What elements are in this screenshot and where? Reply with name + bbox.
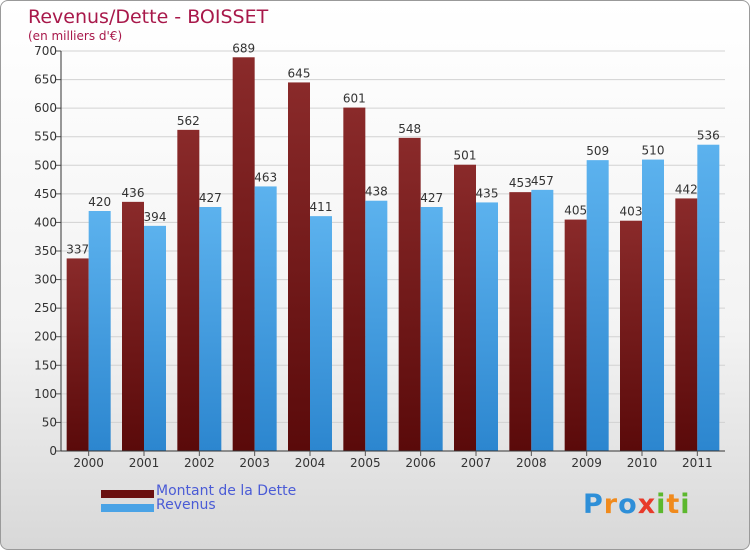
- axes: 0 50 100 150 200 250 300 350 400 450 500 550 600 650 7…: [34, 44, 725, 470]
- bar-revenue-2010: [642, 159, 664, 452]
- grid-lines: [61, 50, 725, 452]
- bar-debt-2007: [454, 164, 476, 451]
- x-tick-label: 2004: [295, 456, 326, 470]
- value-label-debt-2003: 689: [232, 41, 255, 55]
- bar-revenue-2009: [586, 160, 609, 451]
- y-tick-label: 0: [49, 444, 57, 458]
- y-tick-label: 150: [34, 358, 57, 372]
- value-label-revenue-2008: 457: [531, 174, 554, 188]
- value-label-debt-2010: 403: [620, 205, 643, 219]
- x-tick-label: 2001: [129, 456, 160, 470]
- value-label-debt-2007: 501: [454, 149, 477, 163]
- x-tick-label: 2005: [350, 456, 381, 470]
- value-label-revenue-2010: 510: [642, 144, 665, 158]
- value-label-revenue-2011: 536: [697, 129, 720, 143]
- bar-revenue-2011: [697, 144, 720, 451]
- bar-revenue-2002: [199, 207, 222, 451]
- bar-debt-2010: [620, 220, 642, 451]
- value-label-revenue-2005: 438: [365, 185, 388, 199]
- value-label-revenue-2003: 463: [254, 170, 277, 184]
- bar-revenue-2001: [144, 225, 166, 451]
- value-label-debt-2004: 645: [288, 66, 311, 80]
- y-tick-label: 700: [34, 44, 57, 58]
- bar-debt-2000: [66, 258, 89, 451]
- value-label-debt-2009: 405: [564, 204, 587, 218]
- legend-swatch-revenue: [101, 504, 154, 512]
- bar-debt-2008: [509, 192, 532, 451]
- bar-revenue-2008: [531, 189, 554, 451]
- logo-letter: i: [680, 489, 691, 520]
- x-tick-label: 2007: [461, 456, 492, 470]
- value-label-debt-2011: 442: [675, 182, 698, 196]
- bar-debt-2002: [177, 129, 200, 451]
- x-tick-label: 2002: [184, 456, 215, 470]
- value-label-revenue-2000: 420: [88, 195, 111, 209]
- y-tick-label: 500: [34, 158, 57, 172]
- bar-debt-2009: [564, 219, 587, 451]
- x-tick-label: 2009: [571, 456, 602, 470]
- value-label-debt-2005: 601: [343, 92, 366, 106]
- logo-letter: i: [656, 489, 667, 520]
- logo-letter: P: [583, 489, 604, 520]
- bar-revenue-2000: [88, 211, 111, 451]
- logo-letter: o: [618, 489, 638, 520]
- bar-debt-2001: [122, 201, 144, 451]
- y-tick-label: 100: [34, 387, 57, 401]
- bar-revenue-2005: [365, 200, 388, 451]
- logo-letter: r: [603, 489, 619, 520]
- bar-debt-2005: [343, 107, 366, 452]
- x-tick-label: 2000: [73, 456, 104, 470]
- value-label-debt-2008: 453: [509, 176, 532, 190]
- bar-revenue-2007: [476, 202, 498, 451]
- chart-title: Revenus/Dette - BOISSET: [28, 6, 269, 28]
- proxiti-logo: Proxiti: [583, 489, 691, 520]
- bar-revenue-2003: [254, 186, 277, 451]
- value-label-revenue-2006: 427: [420, 191, 443, 205]
- value-label-debt-2006: 548: [398, 122, 421, 136]
- x-tick-label: 2010: [627, 456, 658, 470]
- bars: [66, 57, 720, 452]
- x-tick-label: 2008: [516, 456, 547, 470]
- value-label-revenue-2004: 411: [310, 200, 333, 214]
- value-label-debt-2001: 436: [122, 186, 145, 200]
- bar-revenue-2004: [310, 216, 332, 451]
- legend-swatch-debt: [101, 490, 154, 498]
- y-tick-label: 600: [34, 101, 57, 115]
- y-tick-label: 350: [34, 244, 57, 258]
- y-tick-label: 50: [42, 415, 57, 429]
- logo-letter: x: [637, 489, 657, 520]
- y-tick-label: 250: [34, 301, 57, 315]
- value-labels: 337 420 436 394 562 427 689 463 645 411 601 438 548 4…: [66, 41, 720, 256]
- x-tick-label: 2003: [239, 456, 270, 470]
- legend-label-revenue: Revenus: [156, 497, 216, 513]
- value-label-debt-2002: 562: [177, 114, 200, 128]
- value-label-revenue-2001: 394: [144, 210, 167, 224]
- bar-debt-2006: [398, 137, 421, 451]
- chart-subtitle: (en milliers d'€): [28, 29, 123, 43]
- value-label-revenue-2007: 435: [476, 186, 499, 200]
- bar-debt-2004: [288, 82, 310, 451]
- legend-label-debt: Montant de la Dette: [156, 483, 297, 499]
- y-tick-label: 650: [34, 73, 57, 87]
- y-tick-label: 300: [34, 273, 57, 287]
- x-tick-label: 2006: [405, 456, 436, 470]
- logo-letter: t: [666, 489, 681, 520]
- value-label-revenue-2009: 509: [586, 144, 609, 158]
- y-tick-label: 450: [34, 187, 57, 201]
- bar-revenue-2006: [420, 207, 443, 451]
- y-tick-label: 550: [34, 130, 57, 144]
- value-label-debt-2000: 337: [66, 242, 89, 256]
- value-label-revenue-2002: 427: [199, 191, 222, 205]
- y-tick-label: 200: [34, 330, 57, 344]
- bar-debt-2003: [232, 57, 255, 452]
- y-tick-label: 400: [34, 215, 57, 229]
- x-tick-label: 2011: [682, 456, 713, 470]
- bar-debt-2011: [675, 198, 698, 451]
